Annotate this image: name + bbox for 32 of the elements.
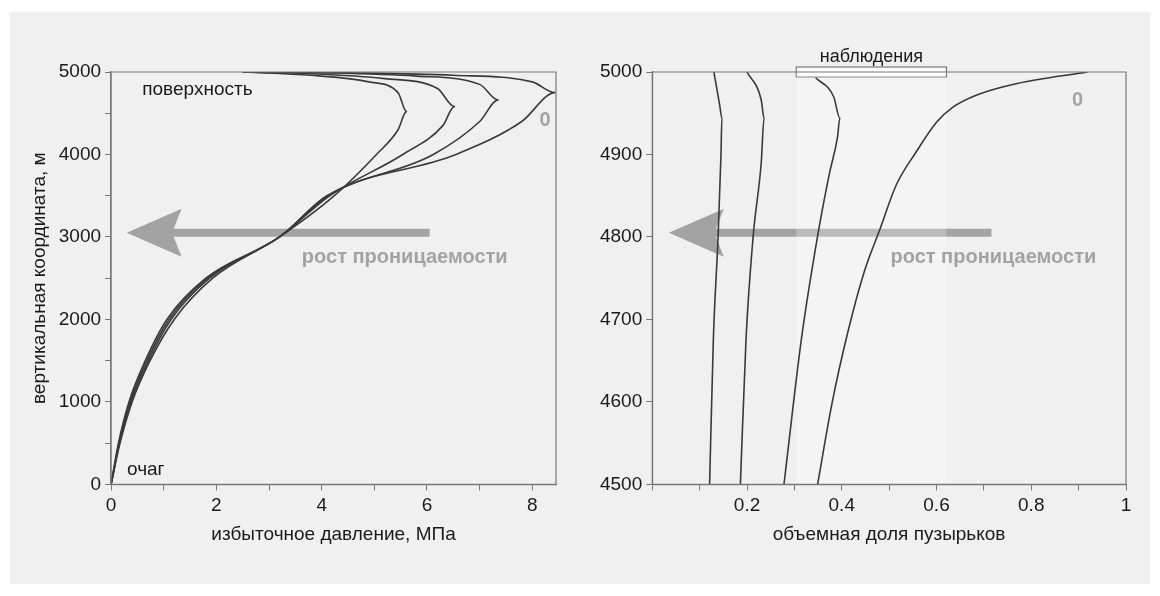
y-tick-label: 4000 <box>58 142 102 164</box>
x-axis-title: объемная доля пузырьков <box>772 522 1006 544</box>
y-tick-label: 5000 <box>599 60 643 82</box>
x-tick-label: 1 <box>1120 494 1132 516</box>
y-tick-label: 4700 <box>599 307 643 329</box>
x-tick-label: 6 <box>421 494 433 516</box>
y-tick-label: 4500 <box>599 472 643 494</box>
x-tick-label: 0.8 <box>1018 494 1045 516</box>
y-tick-label: 2000 <box>58 307 102 329</box>
annotation: поверхность <box>142 78 253 100</box>
band-label: наблюдения <box>819 45 924 66</box>
y-tick-label: 4900 <box>599 142 643 164</box>
annotation: рост проницаемости <box>301 245 508 268</box>
series-label: 0 <box>1072 87 1084 110</box>
y-tick-label: 5000 <box>58 60 102 82</box>
y-tick-label: 0 <box>90 472 102 494</box>
x-tick-label: 4 <box>316 494 328 516</box>
y-axis-title: вертикальная координата, м <box>27 152 49 405</box>
annotation: рост проницаемости <box>890 245 1097 268</box>
x-tick-label: 0.6 <box>923 494 950 516</box>
x-tick-label: 8 <box>527 494 538 516</box>
annotation: очаг <box>127 457 165 479</box>
x-tick-label: 0.2 <box>733 494 761 516</box>
x-axis-title: избыточное давление, МПа <box>211 522 457 544</box>
x-tick-label: 0 <box>105 494 117 516</box>
series-label: 0 <box>539 108 551 131</box>
y-tick-label: 1000 <box>58 390 102 412</box>
y-tick-label: 4600 <box>599 390 643 412</box>
y-tick-label: 3000 <box>58 225 102 247</box>
x-tick-label: 0.4 <box>828 494 856 516</box>
y-tick-label: 4800 <box>599 225 643 247</box>
x-tick-label: 2 <box>211 494 222 516</box>
